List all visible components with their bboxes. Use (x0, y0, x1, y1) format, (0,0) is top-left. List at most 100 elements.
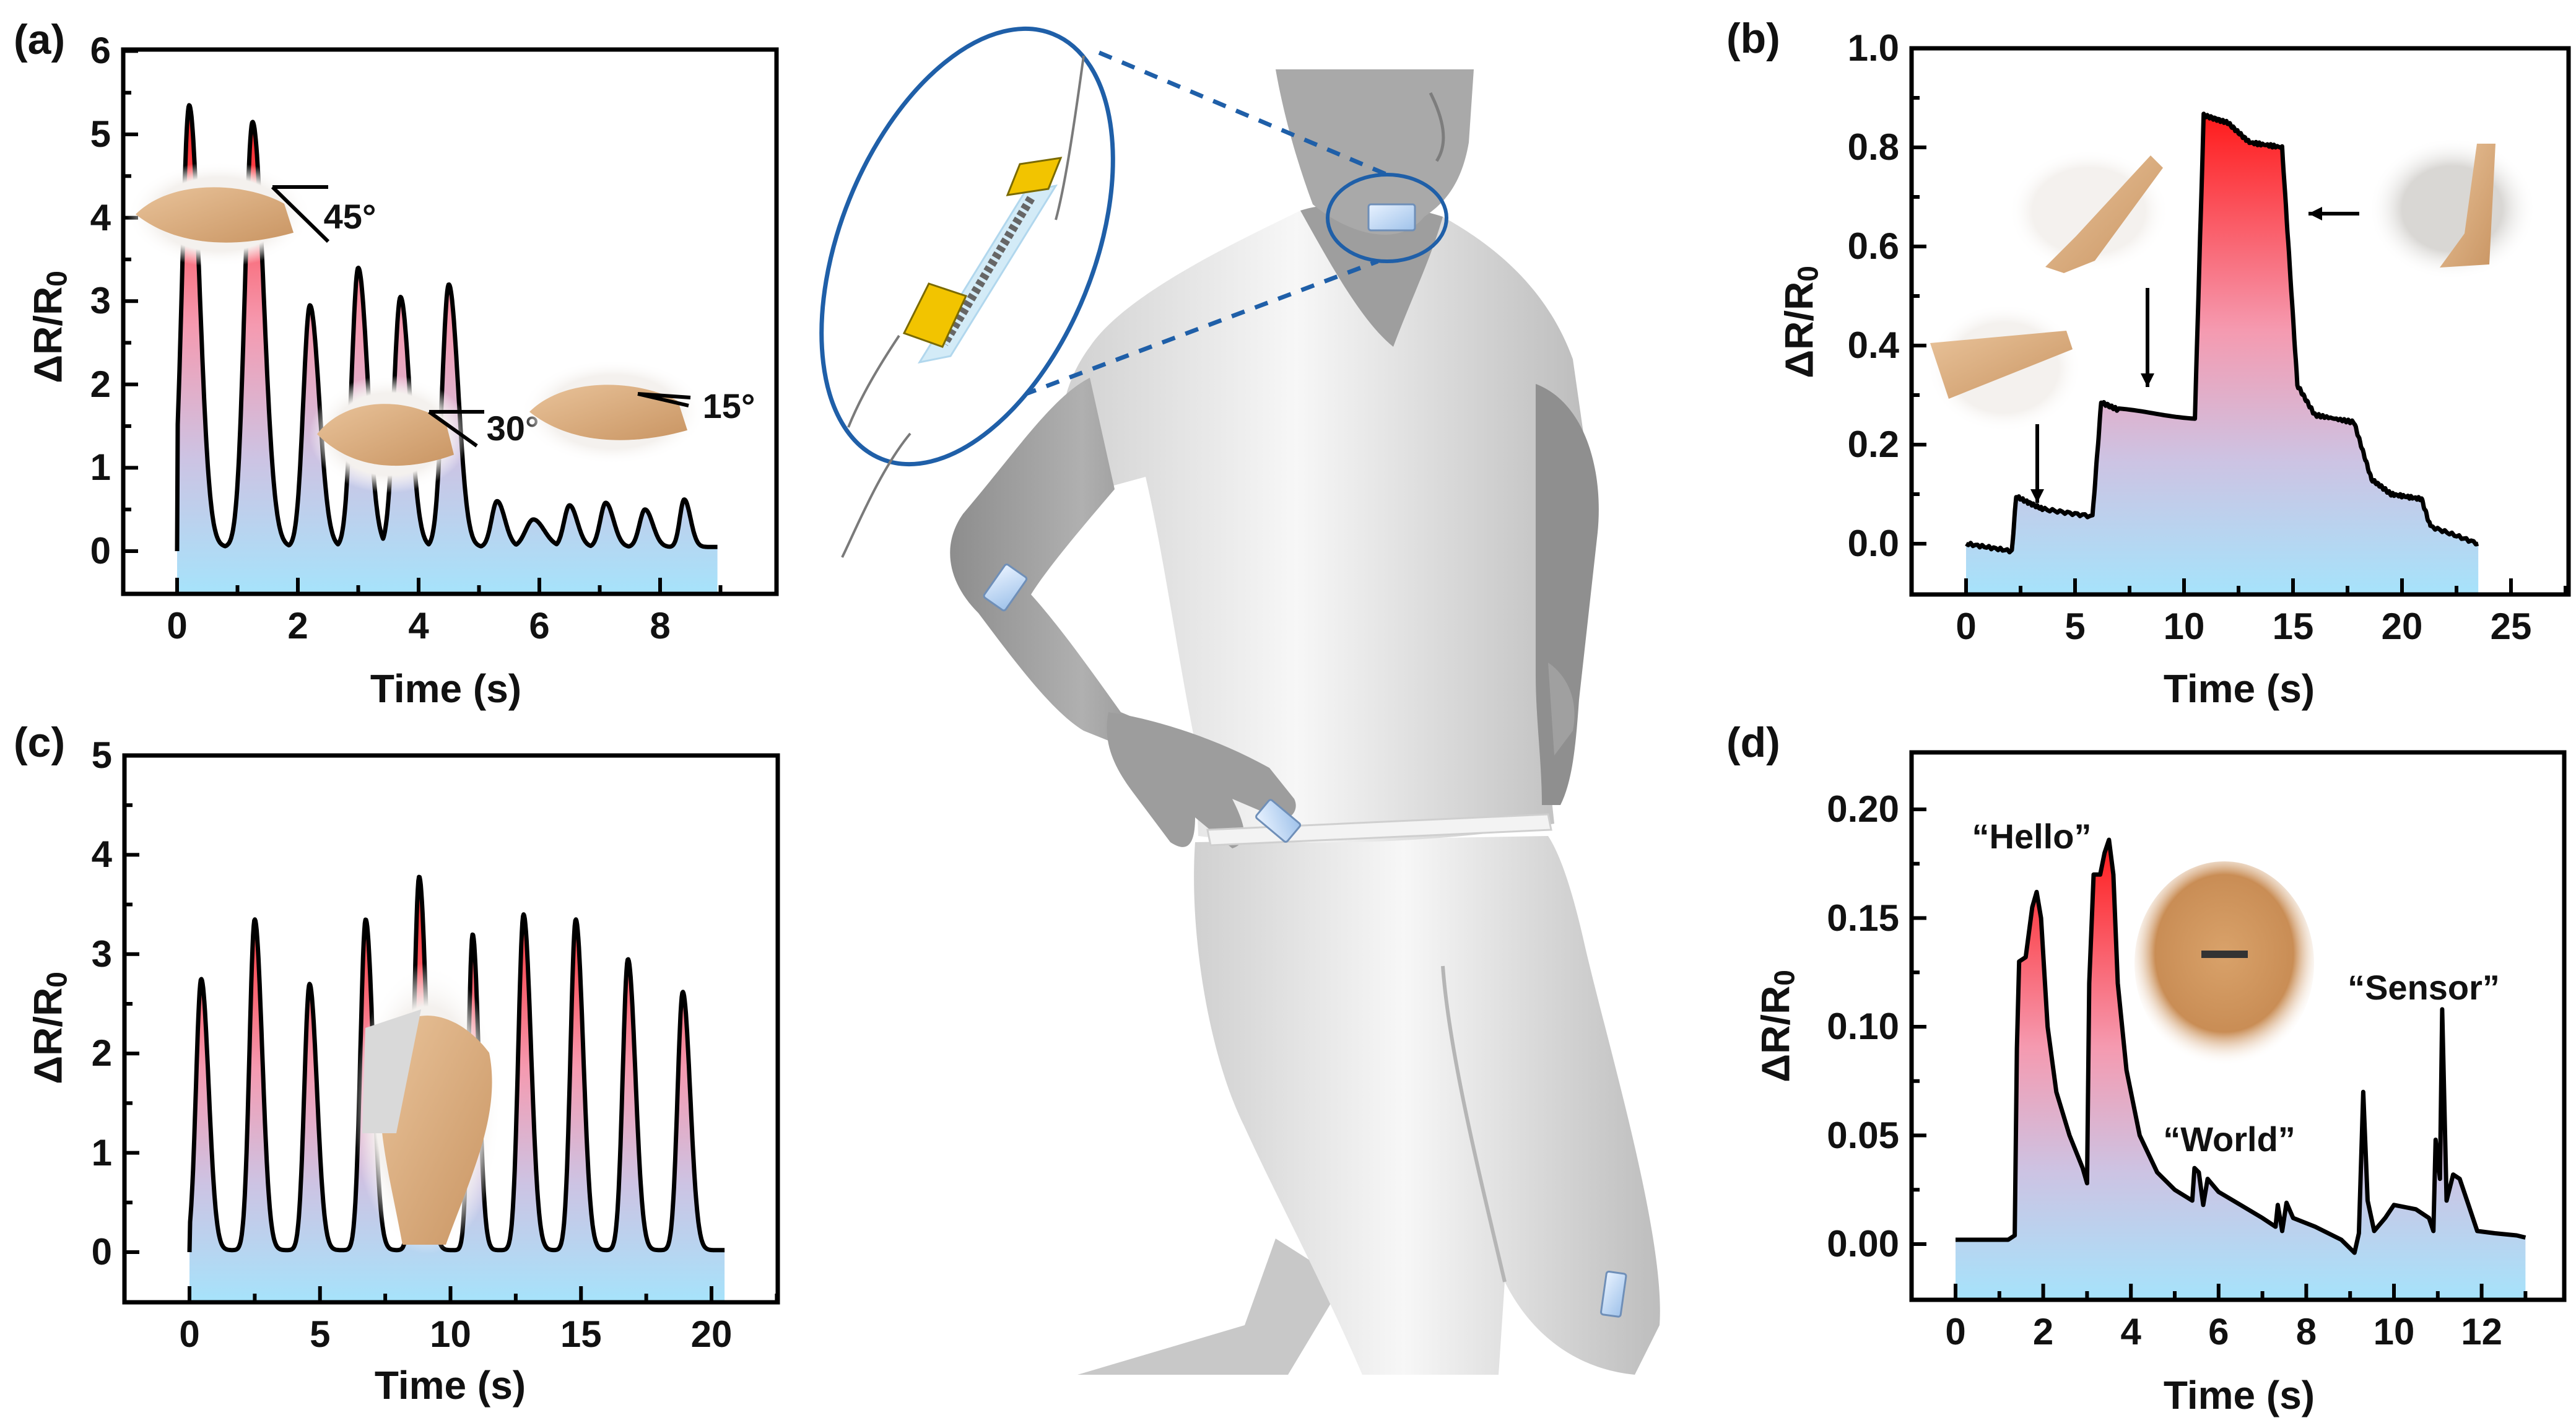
shirt (1060, 211, 1585, 843)
y-tick-label: 0 (90, 530, 111, 572)
y-tick-label: 3 (90, 280, 111, 322)
word-label-sensor: “Sensor” (2348, 968, 2500, 1007)
neck-photo (2134, 861, 2314, 1066)
angle-lines-15 (637, 392, 691, 407)
area-fill-b (1966, 113, 2479, 595)
plot-a (121, 47, 779, 596)
y-tick-label: 0.8 (1847, 126, 1899, 168)
y-tick-label: 1.0 (1847, 27, 1899, 69)
x-axis-title-a: Time (s) (370, 666, 522, 711)
panel-label-b: (b) (1726, 15, 1780, 62)
arrow-fully-bent-arm (2308, 207, 2359, 220)
angle-lines-30 (428, 410, 484, 448)
panel-label-d: (d) (1726, 719, 1780, 766)
x-tick-label: 4 (408, 605, 429, 647)
knee-sensor (1600, 1270, 1627, 1318)
y-tick-label: 2 (91, 1032, 112, 1074)
x-tick-label: 4 (2120, 1311, 2141, 1352)
plot-b (1909, 46, 2571, 597)
x-axis-title-b: Time (s) (2163, 666, 2315, 711)
x-tick-label: 5 (310, 1313, 331, 1355)
x-tick-label: 0 (1945, 1311, 1966, 1352)
angle-label-45: 45° (323, 197, 376, 236)
y-tick-label: 0.6 (1847, 225, 1899, 267)
y-tick-label: 2 (90, 363, 111, 405)
y-tick-label: 6 (90, 30, 111, 72)
elbow-sensor (983, 564, 1028, 612)
signal-line-d (1956, 837, 2526, 1255)
signal-line-a (175, 103, 720, 552)
knee-photo (353, 963, 502, 1254)
y-tick-label: 1 (90, 446, 111, 489)
y-tick-label: 0.20 (1827, 788, 1899, 830)
plot-c (122, 753, 780, 1305)
head (1276, 69, 1474, 235)
sensor-strip (940, 196, 1035, 346)
x-tick-label: 15 (2272, 606, 2314, 647)
x-tick-label: 10 (430, 1313, 471, 1355)
area-fill-d (1956, 840, 2526, 1300)
gold-electrode-top (1006, 157, 1063, 196)
legs (1194, 836, 1660, 1375)
finger-sensor (1255, 799, 1302, 843)
y-tick-label: 4 (90, 196, 111, 238)
arm-half-bent-photo (2008, 149, 2169, 273)
y-tick-label: 4 (91, 834, 112, 876)
inset-ellipse (819, 26, 1115, 467)
left-arm (950, 378, 1214, 774)
x-tick-label: 10 (2373, 1311, 2415, 1352)
x-tick-label: 2 (287, 605, 308, 647)
left-hand (1107, 712, 1296, 848)
area-fill-a (177, 105, 718, 594)
panel-label-c: (c) (14, 719, 66, 766)
area-fill-c (189, 877, 725, 1302)
back-leg (1077, 1239, 1344, 1375)
y-tick-label: 1 (91, 1131, 112, 1173)
x-tick-label: 6 (2208, 1311, 2229, 1352)
x-axis-title-d: Time (s) (2163, 1373, 2315, 1417)
y-tick-label: 0.10 (1827, 1006, 1899, 1047)
x-tick-label: 2 (2032, 1311, 2054, 1352)
word-label-hello: “Hello” (1972, 817, 2092, 856)
y-tick-label: 0.15 (1827, 897, 1899, 939)
plot-d (1909, 750, 2567, 1302)
y-tick-label: 5 (90, 113, 111, 155)
y-tick-label: 0 (91, 1231, 112, 1273)
x-tick-label: 6 (529, 605, 550, 647)
y-tick-label: 5 (91, 734, 112, 776)
signal-line-c (187, 874, 726, 1253)
x-tick-label: 8 (2295, 1311, 2317, 1352)
zoom-dash-top (1098, 50, 1388, 177)
arm-fully-bent-photo (2369, 137, 2536, 280)
angle-lines-45 (271, 185, 330, 243)
y-tick-label: 0.00 (1827, 1223, 1899, 1265)
x-tick-label: 12 (2461, 1311, 2502, 1352)
panel-label-a: (a) (14, 16, 66, 63)
finger-30-photo (309, 375, 470, 493)
angle-label-15: 15° (702, 386, 755, 425)
plot-frame-a (121, 47, 779, 596)
y-tick-label: 0.05 (1827, 1114, 1899, 1156)
signal-line-b (1965, 111, 2479, 555)
y-tick-label: 0.0 (1847, 523, 1899, 564)
neck-sensor (1367, 203, 1416, 232)
y-tick-label: 3 (91, 933, 112, 975)
inset-photos (126, 137, 2536, 1254)
neck-highlight-circle (1326, 173, 1448, 263)
y-tick-label: 0.4 (1847, 324, 1899, 366)
x-tick-label: 0 (167, 605, 188, 647)
sensor-zoom-inset (819, 26, 1448, 558)
y-tick-label: 0.2 (1847, 424, 1899, 465)
x-tick-label: 0 (179, 1313, 200, 1355)
sensor-wire (841, 55, 1085, 558)
x-tick-label: 0 (1956, 606, 1977, 647)
x-tick-label: 20 (690, 1313, 733, 1355)
x-tick-label: 20 (2381, 606, 2423, 647)
x-tick-label: 15 (560, 1313, 602, 1355)
human-model-illustration (819, 26, 1660, 1375)
x-tick-label: 10 (2163, 606, 2205, 647)
finger-45-photo (126, 162, 312, 267)
word-label-world: “World” (2163, 1120, 2295, 1159)
